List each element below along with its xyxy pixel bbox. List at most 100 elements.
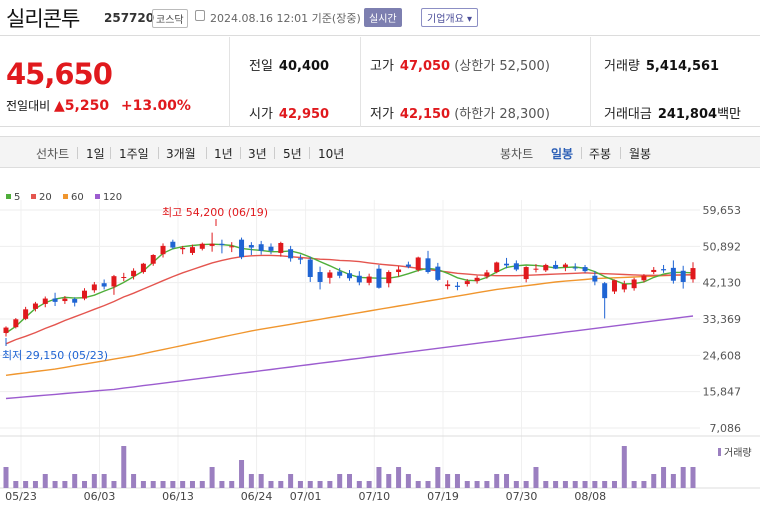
candle-body — [32, 303, 38, 309]
volume-bar — [219, 481, 225, 488]
candle-body — [366, 276, 372, 283]
x-tick-label: 07/19 — [427, 490, 459, 503]
candle-body — [297, 258, 303, 260]
legend-swatch — [63, 194, 68, 199]
volume-bar — [111, 481, 117, 488]
volume-bar — [425, 481, 431, 488]
y-tick-label: 15,847 — [703, 386, 742, 399]
candle-body — [680, 270, 686, 282]
volume-bar — [91, 474, 97, 488]
candle-body — [356, 275, 362, 283]
line-chart-label[interactable]: 선차트 — [36, 147, 70, 161]
period-10y[interactable]: 10년 — [318, 147, 345, 161]
candle-body — [347, 273, 352, 279]
candle-body — [602, 283, 608, 299]
period-3y[interactable]: 3년 — [248, 147, 267, 161]
volume-bar — [631, 481, 637, 488]
open-price: 시가 42,950 — [249, 107, 330, 122]
period-5y[interactable]: 5년 — [283, 147, 302, 161]
volume-bar — [121, 446, 127, 488]
volume-bar — [533, 467, 539, 488]
candle-body — [543, 264, 549, 271]
volume-bar — [209, 467, 215, 488]
period-1d[interactable]: 1일 — [86, 147, 105, 161]
period-1y[interactable]: 1년 — [214, 147, 233, 161]
candle-body — [189, 247, 195, 253]
x-tick-label: 06/24 — [241, 490, 273, 503]
candle-body — [42, 298, 48, 304]
x-tick-label: 05/23 — [5, 490, 37, 503]
x-tick-label: 07/01 — [290, 490, 322, 503]
candle-body — [72, 298, 78, 303]
candle-body — [474, 277, 480, 282]
volume-bar — [562, 481, 568, 488]
candle-body — [219, 243, 225, 246]
candle-body — [631, 279, 637, 289]
candle-body — [435, 266, 441, 280]
volume-bar — [572, 481, 578, 488]
volume-bar — [621, 446, 627, 488]
volume-bar — [592, 481, 598, 488]
candle-monthly[interactable]: 월봉 — [629, 147, 652, 161]
volume-bar — [484, 481, 490, 488]
candle-body — [425, 258, 431, 273]
candle-body — [268, 246, 274, 251]
legend-label: 5 — [14, 192, 20, 203]
candle-daily[interactable]: 일봉 — [551, 147, 574, 161]
volume-bar — [278, 481, 284, 488]
quote-panel: 45,650 전일대비 ▲5,250 +13.00% 전일 40,400 시가 42… — [0, 37, 760, 127]
volume-bar — [248, 474, 254, 488]
volume-bar — [23, 481, 29, 488]
candle-body — [445, 284, 451, 287]
volume-bar — [101, 474, 107, 488]
volume-bar — [42, 474, 48, 488]
period-3m[interactable]: 3개월 — [166, 147, 196, 161]
candle-body — [278, 242, 284, 253]
volume-bar — [661, 467, 667, 488]
stock-code: 257720 — [104, 11, 155, 25]
legend-label: 60 — [71, 192, 84, 203]
candle-weekly[interactable]: 주봉 — [589, 147, 612, 161]
y-tick-label: 59,653 — [703, 204, 742, 217]
candle-body — [317, 272, 323, 282]
volume-bar — [337, 474, 343, 488]
volume-bar — [288, 474, 294, 488]
legend-swatch — [95, 194, 100, 199]
candle-body — [82, 290, 88, 299]
candlestick-chart[interactable]: 59,653 50,892 42,130 33,369 24,608 15,847 7,08… — [0, 178, 760, 510]
candle-body — [494, 262, 500, 273]
realtime-button[interactable]: 실시간 — [364, 8, 402, 27]
candle-body — [180, 247, 186, 250]
candle-body — [523, 267, 529, 280]
volume-bar — [651, 474, 657, 488]
y-tick-label: 24,608 — [703, 349, 742, 362]
candle-body — [415, 257, 421, 270]
candle-body — [337, 271, 343, 276]
volume-bar — [504, 474, 510, 488]
candle-body — [307, 259, 313, 277]
candle-body — [150, 255, 156, 264]
volume-bar — [582, 481, 588, 488]
candle-body — [611, 280, 617, 292]
candle-body — [62, 298, 68, 302]
volume-bar — [543, 481, 549, 488]
legend-label: 120 — [103, 192, 122, 203]
volume-bar — [160, 481, 166, 488]
volume-bar — [474, 481, 480, 488]
candle-body — [651, 269, 657, 273]
candle-body — [553, 264, 559, 269]
candle-body — [592, 275, 598, 282]
company-overview-dropdown[interactable]: 기업개요 ▾ — [421, 8, 478, 27]
volume-bar — [602, 481, 608, 488]
candle-body — [454, 285, 460, 287]
period-1w[interactable]: 1주일 — [119, 147, 149, 161]
candle-body — [140, 263, 146, 273]
divider — [590, 37, 591, 127]
volume-bar — [297, 481, 303, 488]
change-percent: +13.00% — [120, 98, 191, 114]
candle-body — [101, 283, 107, 287]
low-price: 저가 42,150 (하한가 28,300) — [370, 107, 550, 122]
high-price: 고가 47,050 (상한가 52,500) — [370, 59, 550, 74]
legend-swatch — [6, 194, 11, 199]
candle-body — [621, 284, 627, 290]
